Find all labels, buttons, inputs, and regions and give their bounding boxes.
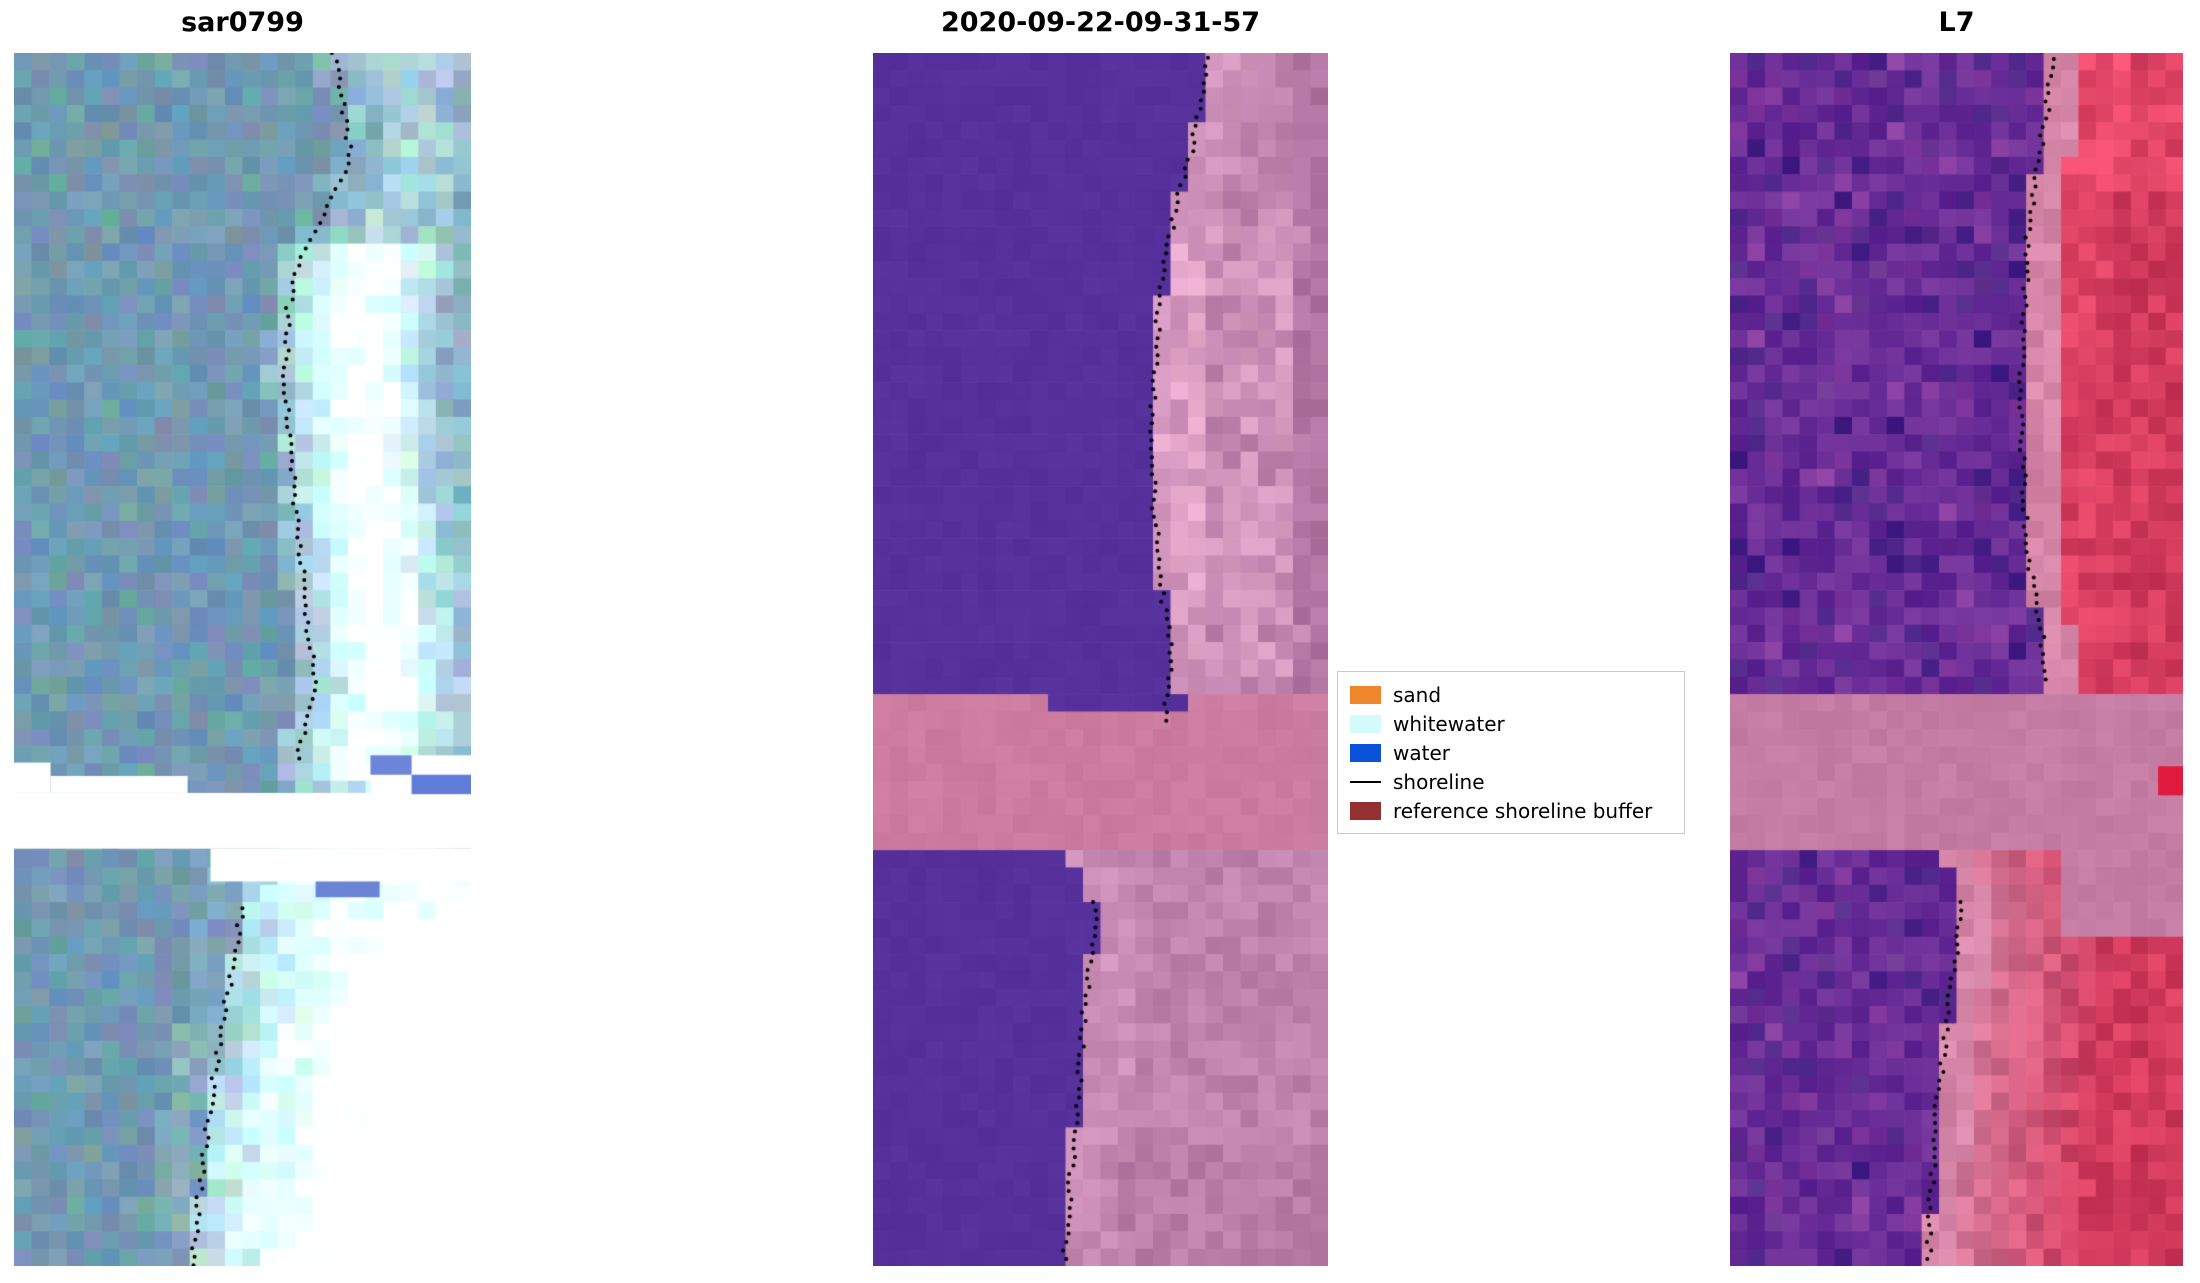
sar-image-panel [14,53,471,1266]
legend-item-water: water [1350,738,1672,767]
classified-image-panel [873,53,1328,1266]
shoreline-line [1350,780,1381,783]
panel-title-l7: L7 [1938,7,1975,38]
reference-buffer-swatch [1350,801,1381,820]
l7-image-panel [1730,53,2183,1266]
panel-title-date: 2020-09-22-09-31-57 [940,7,1261,38]
sand-swatch [1350,685,1381,704]
panel-title-sar: sar0799 [181,7,304,38]
legend-label-reference-buffer: reference shoreline buffer [1393,798,1653,823]
legend-label-shoreline: shoreline [1393,769,1485,794]
legend-item-reference-buffer: reference shoreline buffer [1350,796,1672,825]
legend-label-whitewater: whitewater [1393,711,1505,736]
legend: sand whitewater water shoreline referenc… [1337,671,1685,834]
water-swatch [1350,743,1381,762]
legend-item-shoreline: shoreline [1350,767,1672,796]
whitewater-swatch [1350,714,1381,733]
legend-label-sand: sand [1393,682,1442,707]
shoreline-line-swatch [1350,773,1381,791]
legend-item-whitewater: whitewater [1350,709,1672,738]
legend-item-sand: sand [1350,680,1672,709]
legend-label-water: water [1393,740,1450,765]
